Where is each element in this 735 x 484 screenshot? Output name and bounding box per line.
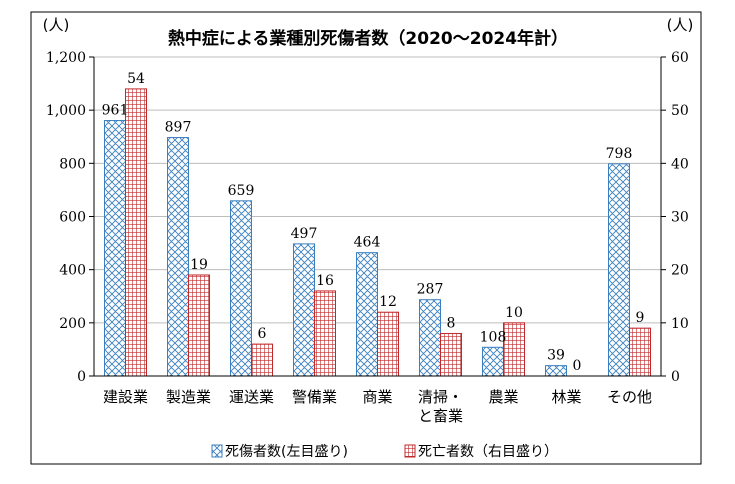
data-label-deaths: 16 — [316, 273, 334, 289]
legend-swatch-injured — [211, 444, 223, 458]
right-axis-tick-label: 10 — [671, 316, 689, 332]
bar-injured — [419, 299, 441, 377]
bar-injured — [167, 137, 189, 377]
chart-title: 熱中症による業種別死傷者数（2020〜2024年計） — [168, 28, 568, 49]
right-axis-tick-label: 60 — [671, 50, 689, 66]
data-label-injured: 659 — [228, 183, 255, 199]
data-label-injured: 798 — [606, 146, 633, 162]
left-axis-tick-label: 0 — [77, 369, 86, 385]
right-axis-tick-label: 20 — [671, 263, 689, 279]
data-label-injured: 961 — [102, 103, 129, 119]
bar-deaths — [251, 343, 273, 377]
bar-injured — [545, 365, 567, 377]
bar-deaths — [314, 290, 336, 377]
bar-injured — [482, 346, 504, 377]
category-label: 清掃・ — [418, 388, 463, 406]
data-label-injured: 464 — [354, 235, 381, 251]
bar-deaths — [125, 88, 147, 377]
category-label: 商業 — [362, 388, 392, 406]
right-axis-unit: (人) — [667, 16, 694, 34]
category-label: 警備業 — [292, 388, 337, 406]
category-label: 農業 — [488, 388, 518, 406]
bar-injured — [356, 252, 378, 377]
bar-deaths — [503, 322, 525, 377]
data-label-injured: 108 — [480, 329, 507, 345]
bar-deaths — [188, 274, 210, 377]
category-label: 林業 — [551, 388, 581, 406]
chart-frame — [30, 11, 702, 465]
data-label-injured: 497 — [291, 226, 318, 242]
legend-label-deaths: 死亡者数（右目盛り） — [418, 444, 558, 460]
right-axis-tick-label: 30 — [671, 210, 689, 226]
category-label: と畜業 — [418, 407, 463, 425]
bar-injured — [608, 163, 630, 377]
left-axis-tick-label: 1,200 — [46, 50, 86, 66]
legend-label-injured: 死傷者数(左目盛り) — [225, 444, 348, 460]
bar-injured — [104, 120, 126, 377]
legend: 死傷者数(左目盛り) 死亡者数（右目盛り） — [211, 444, 558, 460]
data-label-deaths: 0 — [573, 358, 582, 374]
data-label-deaths: 19 — [190, 257, 208, 273]
data-label-deaths: 10 — [505, 305, 523, 321]
right-axis-tick-label: 0 — [671, 369, 680, 385]
left-axis-unit: (人) — [43, 16, 70, 34]
legend-swatch-deaths — [404, 444, 416, 458]
data-label-deaths: 9 — [636, 310, 645, 326]
category-label: その他 — [607, 388, 652, 406]
category-label: 運送業 — [229, 388, 274, 406]
data-label-injured: 39 — [547, 348, 565, 364]
right-axis-tick-label: 50 — [671, 103, 689, 119]
bar-deaths — [377, 311, 399, 377]
bar-injured — [293, 243, 315, 377]
left-axis-tick-label: 200 — [59, 316, 86, 332]
left-axis-tick-label: 1,000 — [46, 103, 86, 119]
data-label-injured: 897 — [165, 120, 192, 136]
left-axis-tick-label: 600 — [59, 210, 86, 226]
bar-deaths — [440, 332, 462, 377]
data-label-deaths: 6 — [258, 326, 267, 342]
right-axis-tick-label: 40 — [671, 156, 689, 172]
data-label-deaths: 8 — [447, 315, 456, 331]
data-label-deaths: 12 — [379, 294, 397, 310]
category-label: 製造業 — [166, 388, 211, 406]
data-label-injured: 287 — [417, 282, 444, 298]
left-axis-tick-label: 800 — [59, 156, 86, 172]
bar-deaths — [629, 327, 651, 377]
data-label-deaths: 54 — [127, 71, 145, 87]
bar-injured — [230, 200, 252, 377]
category-label: 建設業 — [103, 388, 148, 406]
left-axis-tick-label: 400 — [59, 263, 86, 279]
